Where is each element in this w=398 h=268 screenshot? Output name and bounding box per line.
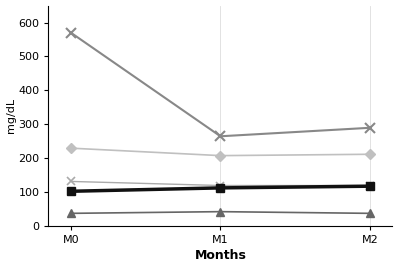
series5	[368, 212, 373, 215]
Line: series5: series5	[67, 207, 374, 218]
series3	[218, 184, 223, 187]
series3	[68, 180, 73, 183]
series2	[218, 154, 223, 157]
Line: series4: series4	[67, 182, 374, 195]
Line: series1: series1	[66, 28, 375, 141]
X-axis label: Months: Months	[195, 250, 246, 262]
series3	[368, 184, 373, 187]
Y-axis label: mg/dL: mg/dL	[6, 98, 16, 133]
series1	[368, 126, 373, 129]
Line: series3: series3	[67, 177, 374, 190]
series4	[68, 190, 73, 193]
series1	[218, 135, 223, 138]
series1	[68, 31, 73, 34]
series2	[68, 147, 73, 150]
series2	[368, 153, 373, 156]
series4	[218, 186, 223, 189]
series5	[218, 210, 223, 213]
series5	[68, 212, 73, 215]
Line: series2: series2	[67, 145, 373, 159]
series4	[368, 185, 373, 188]
